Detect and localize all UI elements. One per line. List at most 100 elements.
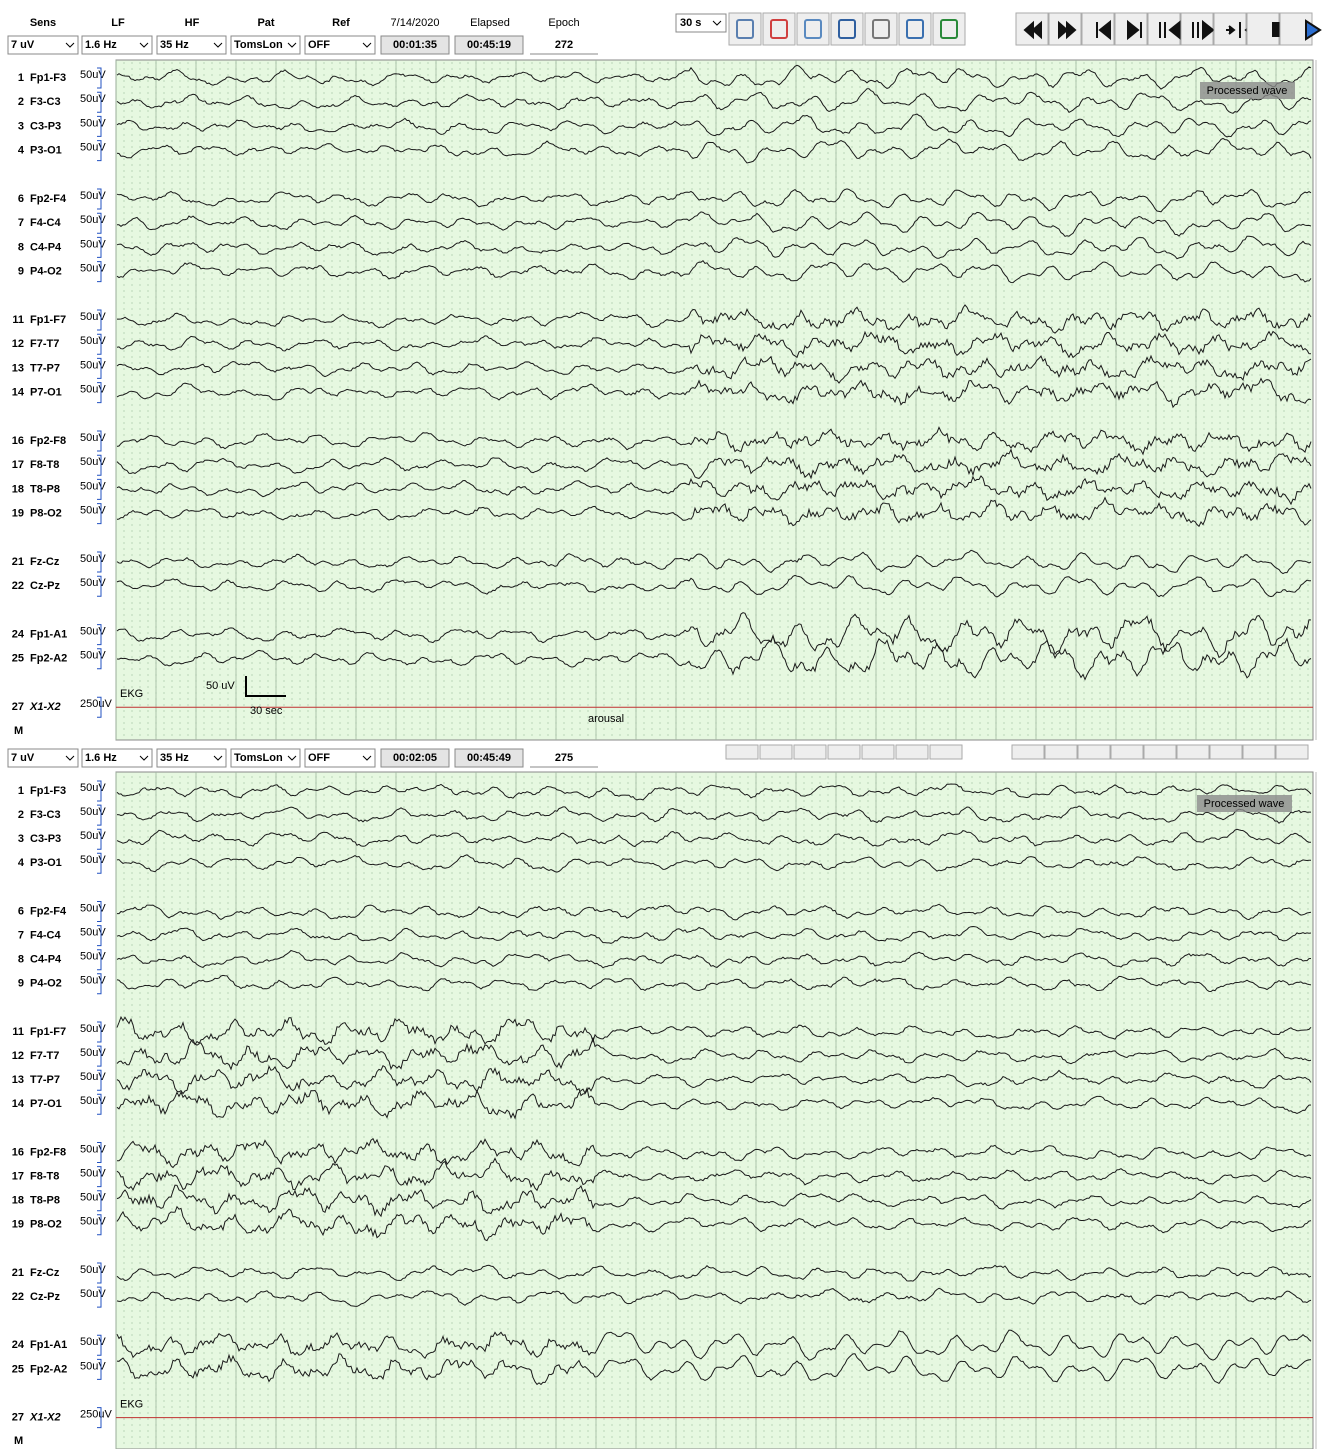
channel-name: F7-T7 <box>30 338 59 350</box>
page-length-dropdown[interactable]: 30 s <box>675 13 727 33</box>
eeg-trace <box>117 304 1312 334</box>
playback-button[interactable] <box>1213 12 1254 46</box>
playback-button[interactable] <box>1147 12 1181 46</box>
control-value: 275 <box>555 752 573 764</box>
channel-scale: 50uV <box>80 806 106 818</box>
channel-name: C4-P4 <box>30 241 62 253</box>
channel-number: 14 <box>12 387 25 399</box>
button-icon <box>1058 20 1077 40</box>
channel-number: 22 <box>12 1291 24 1303</box>
control-box <box>81 35 153 55</box>
dropdown[interactable]: 7 uV <box>7 35 79 55</box>
button-icon <box>838 19 856 39</box>
playback-button[interactable] <box>1114 12 1148 46</box>
channel-name: Fp2-F4 <box>30 193 67 205</box>
channel-name: T7-P7 <box>30 362 60 374</box>
playback-button[interactable] <box>1048 12 1082 46</box>
channel-scale: 50uV <box>80 1288 106 1300</box>
channel-name: Fp1-F7 <box>30 1026 66 1038</box>
dropdown-arrow <box>139 42 149 48</box>
playback-button[interactable] <box>1081 12 1115 46</box>
control-value: 1.6 Hz <box>85 752 117 764</box>
readout: 00:01:35 <box>380 35 450 55</box>
channel-number: 24 <box>12 629 25 641</box>
dropdown-arrow <box>362 755 372 761</box>
channel-number: 21 <box>12 556 24 568</box>
eeg-trace <box>117 1137 1312 1169</box>
tool-button-cut <box>759 744 793 760</box>
eeg-trace <box>116 1157 1312 1192</box>
dropdown[interactable]: 1.6 Hz <box>81 748 153 768</box>
channel-scale: 50uV <box>80 93 106 105</box>
scale-bracket <box>97 357 102 379</box>
channel-number: 11 <box>12 1026 24 1038</box>
dropdown[interactable]: 7 uV <box>7 748 79 768</box>
scale-bracket <box>97 624 102 646</box>
eeg-trace <box>116 475 1312 506</box>
tool-button[interactable] <box>864 12 898 46</box>
button-face <box>830 12 864 46</box>
dropdown[interactable]: TomsLon <box>230 35 301 55</box>
eeg-trace <box>116 259 1312 284</box>
dropdown[interactable]: 1.6 Hz <box>81 35 153 55</box>
button-icon <box>1023 20 1042 40</box>
scale-bracket <box>97 1166 102 1188</box>
dropdown[interactable]: 35 Hz <box>156 748 227 768</box>
eeg-trace <box>116 1086 1312 1120</box>
channel-scale: 50uV <box>80 553 106 565</box>
dropdown[interactable]: 35 Hz <box>156 35 227 55</box>
scale-bracket <box>97 333 102 355</box>
scale-bracket <box>97 503 102 525</box>
dropdown[interactable]: OFF <box>304 35 376 55</box>
channel-number: 27 <box>12 1412 24 1424</box>
channel-name: C3-P3 <box>30 120 61 132</box>
tool-button[interactable] <box>898 12 932 46</box>
dropdown-arrow <box>287 755 297 761</box>
scale-bracket <box>97 696 102 718</box>
scale-bracket <box>97 973 102 995</box>
channel-number: 19 <box>12 1219 24 1231</box>
tool-button[interactable] <box>830 12 864 46</box>
eeg-trace <box>116 634 1312 681</box>
marker-label: M <box>14 1435 23 1447</box>
eeg-trace <box>116 330 1312 359</box>
playback-button[interactable] <box>1015 12 1049 46</box>
eeg-trace <box>116 854 1312 873</box>
header-label: HF <box>185 17 200 29</box>
channel-scale: 250uV <box>80 1409 112 1421</box>
channel-number: 6 <box>18 905 24 917</box>
eeg-trace <box>116 1184 1312 1218</box>
channel-number: 3 <box>18 833 24 845</box>
header-label: Pat <box>257 17 274 29</box>
eeg-trace <box>116 549 1312 575</box>
playback-button-cut <box>1044 744 1078 760</box>
dropdown[interactable]: TomsLon <box>230 748 301 768</box>
playback-button-cut <box>1242 744 1276 760</box>
eeg-trace <box>116 828 1312 848</box>
playback-button-cut <box>1209 744 1243 760</box>
control-box <box>230 35 301 55</box>
control-box <box>380 748 450 768</box>
channel-scale: 50uV <box>80 480 106 492</box>
scale-bracket <box>97 478 102 500</box>
dropdown[interactable]: OFF <box>304 748 376 768</box>
channel-scale: 50uV <box>80 1360 106 1372</box>
channel-scale: 50uV <box>80 311 106 323</box>
channel-number: 22 <box>12 580 24 592</box>
annotation: arousal <box>588 713 624 725</box>
channel-name: F3-C3 <box>30 809 61 821</box>
tool-button[interactable] <box>728 12 762 46</box>
playback-button[interactable] <box>1180 12 1215 46</box>
eeg-trace <box>116 88 1312 114</box>
channel-name: F4-C4 <box>30 217 61 229</box>
channel-scale: 50uV <box>80 505 106 517</box>
channel-number: 19 <box>12 508 24 520</box>
tool-button[interactable] <box>762 12 796 46</box>
readout: 275 <box>530 749 598 768</box>
readout: 00:45:49 <box>454 748 524 768</box>
channel-name: Fp1-A1 <box>30 629 67 641</box>
tool-button[interactable] <box>796 12 830 46</box>
scale-bracket <box>97 261 102 283</box>
tool-button[interactable] <box>932 12 966 46</box>
playback-button[interactable] <box>1279 12 1322 46</box>
